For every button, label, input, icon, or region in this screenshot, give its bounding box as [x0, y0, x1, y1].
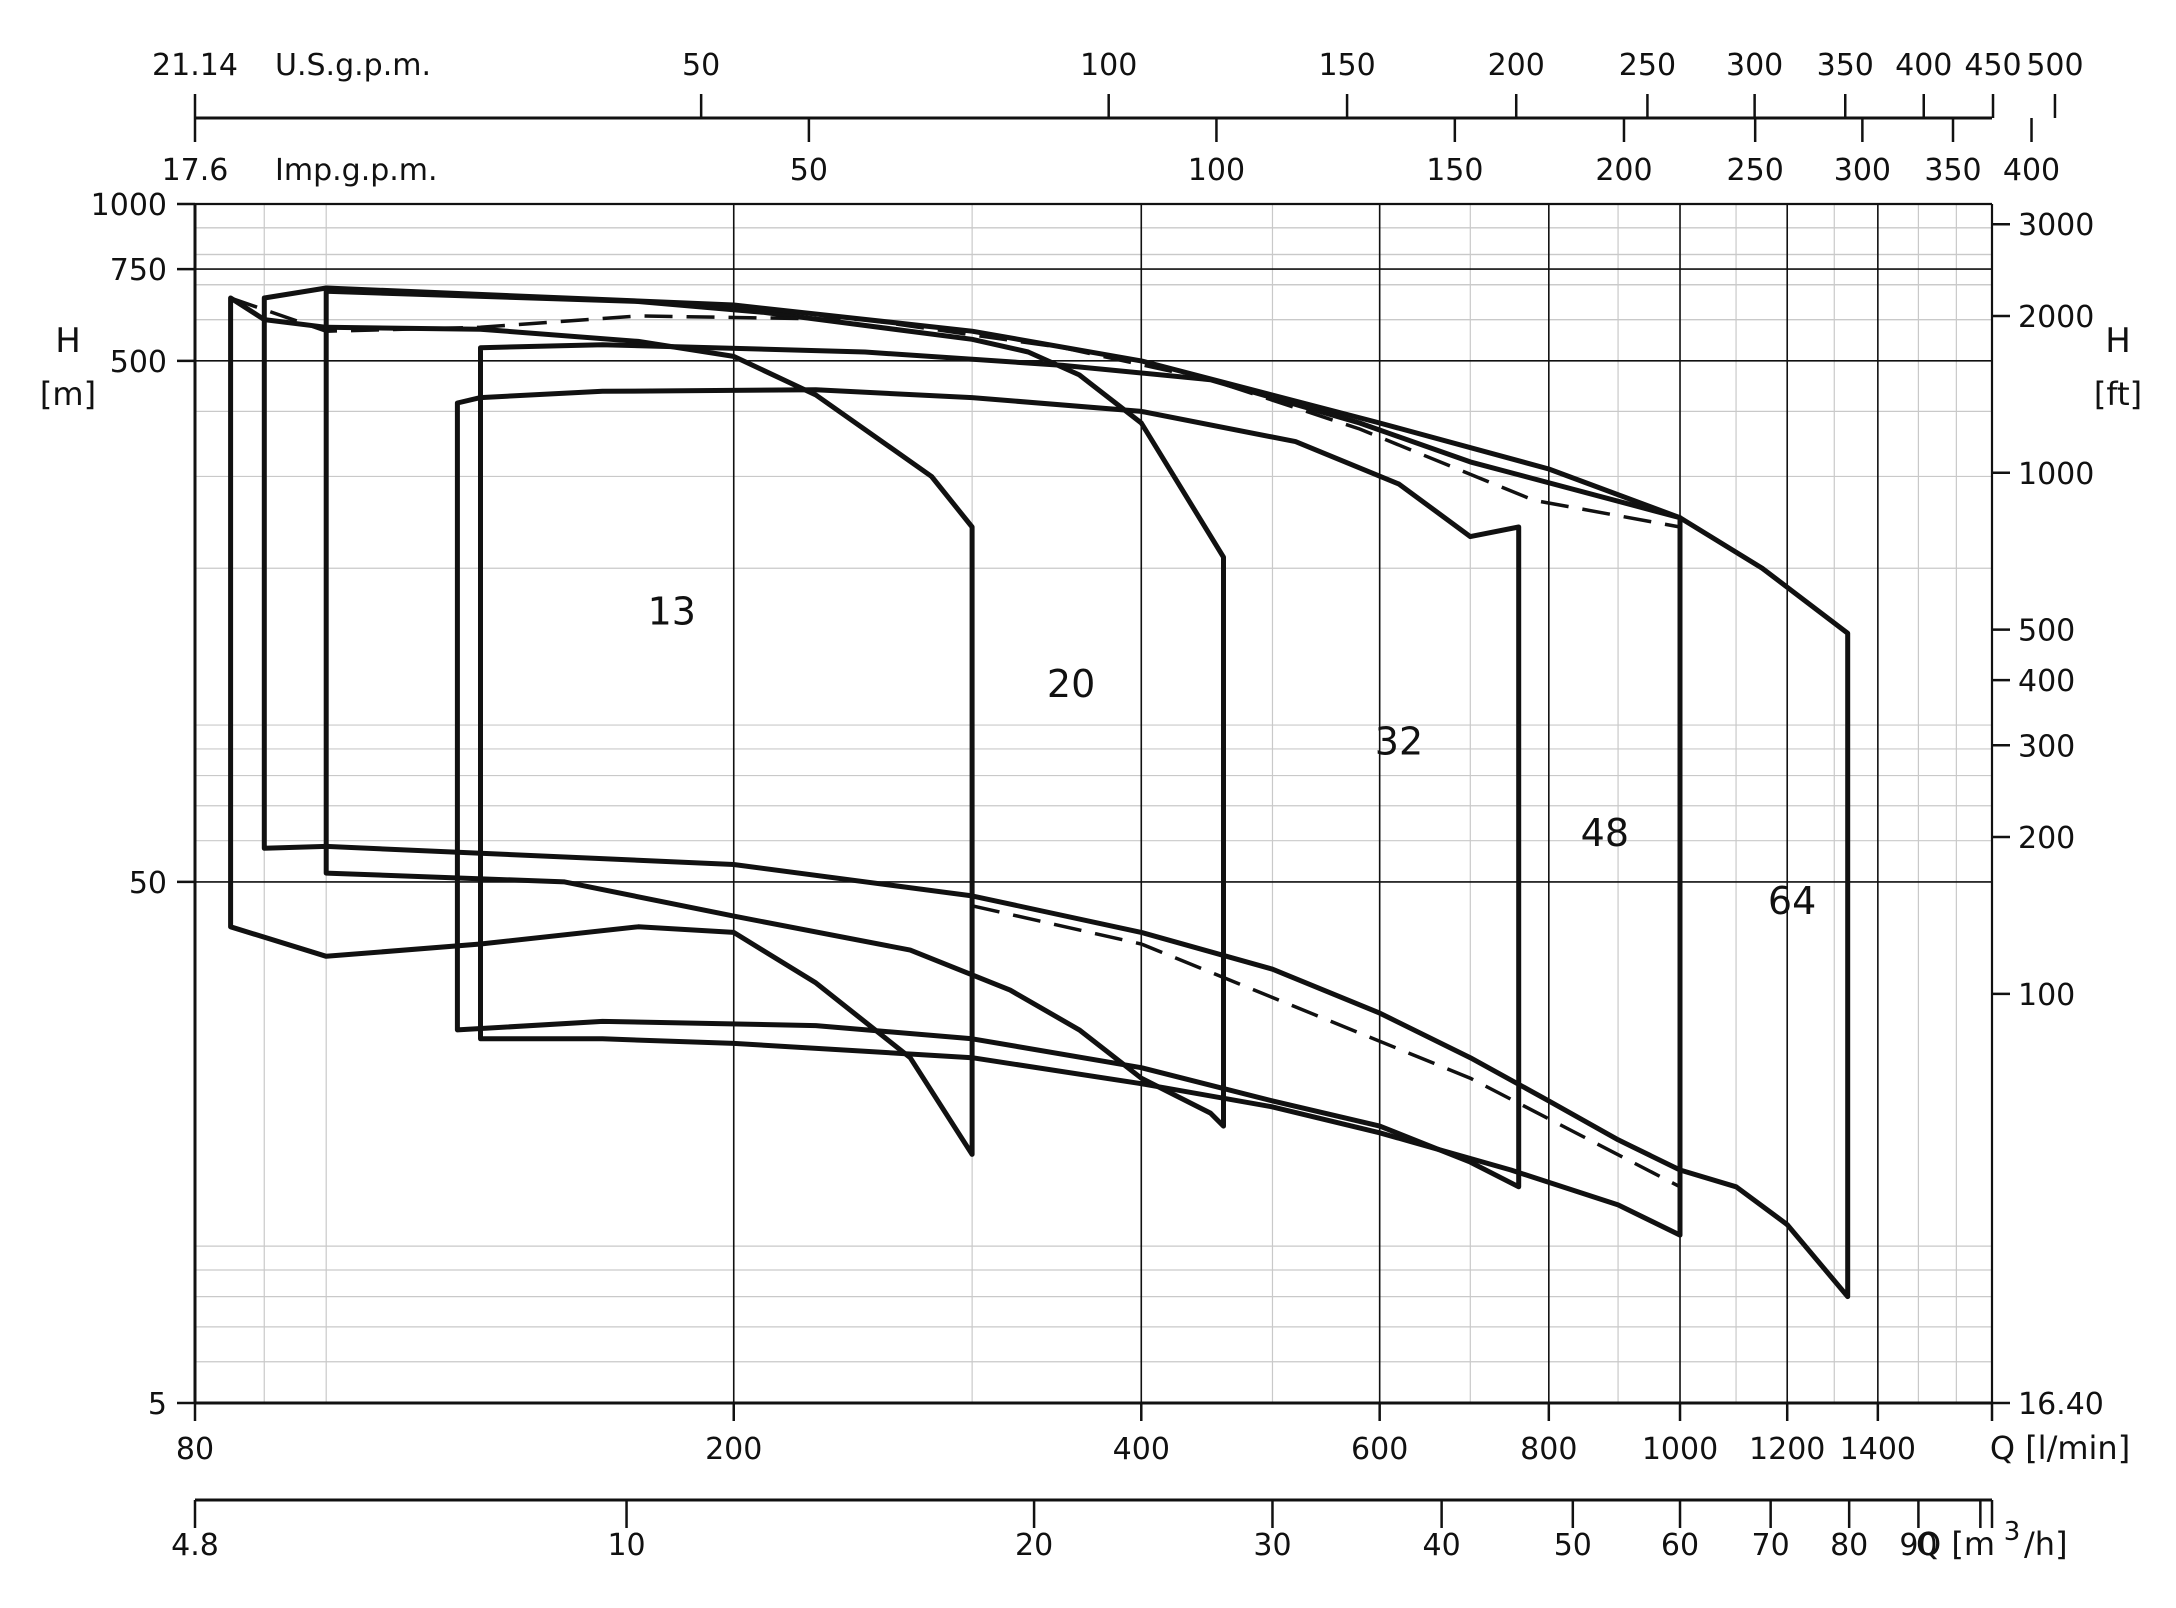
y2-tick-label: 500: [2018, 614, 2075, 649]
usgpm-tick-label: 400: [1895, 48, 1952, 83]
impgpm-tick-label: 50: [790, 153, 828, 188]
pump-label-48: 48: [1581, 811, 1629, 855]
impgpm-tick-label: 250: [1727, 153, 1784, 188]
m3h-tick-label: 50: [1554, 1528, 1592, 1563]
pump-envelope-32: [454, 387, 1522, 1190]
m3h-tick-label: 30: [1253, 1528, 1291, 1563]
usgpm-tick-label: 450: [1964, 48, 2021, 83]
y2-tick-label: 3000: [2018, 208, 2094, 243]
pump-envelope-20: [323, 288, 1226, 1129]
impgpm-tick-label: 300: [1834, 153, 1891, 188]
m3h-tick-label: 90: [1899, 1528, 1937, 1563]
y2-tick-label: 2000: [2018, 300, 2094, 335]
usgpm-tick-label: 100: [1080, 48, 1137, 83]
y2-tick-label: 100: [2018, 978, 2075, 1013]
x-tick-label: 80: [176, 1432, 214, 1467]
m3h-axis-title-tail: /h]: [2024, 1525, 2068, 1563]
y2-tick-label: 400: [2018, 664, 2075, 699]
m3h-tick-label: 4.8: [171, 1528, 219, 1563]
usgpm-tick-label: 200: [1488, 48, 1545, 83]
usgpm-tick-label: 50: [682, 48, 720, 83]
pump-label-13: 13: [648, 590, 696, 634]
y-tick-label: 5: [148, 1387, 167, 1422]
x-tick-label: 600: [1351, 1432, 1408, 1467]
x-tick-label: 400: [1113, 1432, 1170, 1467]
impgpm-tick-label: 350: [1924, 153, 1981, 188]
m3h-tick-label: 40: [1423, 1528, 1461, 1563]
m3h-tick-label: 70: [1752, 1528, 1790, 1563]
y2-tick-label: 300: [2018, 729, 2075, 764]
usgpm-tick-label: 150: [1318, 48, 1375, 83]
usgpm-tick-label: 300: [1726, 48, 1783, 83]
x-axis-title: Q [l/min]: [1990, 1429, 2130, 1467]
y-tick-label: 750: [110, 253, 167, 288]
usgpm-tick-label: 350: [1817, 48, 1874, 83]
impgpm-tick-label: 100: [1188, 153, 1245, 188]
m3h-tick-label: 80: [1830, 1528, 1868, 1563]
y-tick-label: 50: [129, 866, 167, 901]
y-tick-label: 1000: [91, 188, 167, 223]
pump-label-64: 64: [1768, 879, 1816, 923]
y2-tick-label: 200: [2018, 821, 2075, 856]
m3h-axis-title-sup: 3: [2004, 1517, 2021, 1547]
impgpm-tick-label: 200: [1595, 153, 1652, 188]
dashed-curve: [971, 904, 1681, 1189]
impgpm-tick-label: 400: [2003, 153, 2060, 188]
usgpm-tick-label: 21.14: [152, 48, 238, 83]
m3h-axis-title: Q [m: [1916, 1525, 1995, 1563]
m3h-tick-label: 60: [1661, 1528, 1699, 1563]
impgpm-tick-label: 17.6: [162, 153, 229, 188]
m3h-tick-label: 10: [607, 1528, 645, 1563]
x-tick-label: 800: [1520, 1432, 1577, 1467]
x-tick-label: 1000: [1642, 1432, 1718, 1467]
y2-axis-title: H: [2105, 321, 2131, 361]
impgpm-axis-title: Imp.g.p.m.: [275, 153, 438, 188]
x-tick-label: 1200: [1749, 1432, 1825, 1467]
y2-axis-unit: [ft]: [2094, 375, 2142, 413]
x-tick-label: 200: [705, 1432, 762, 1467]
pump-label-32: 32: [1375, 719, 1423, 763]
m3h-tick-label: 20: [1015, 1528, 1053, 1563]
pump-label-20: 20: [1047, 662, 1095, 706]
y-tick-label: 500: [110, 345, 167, 380]
y-axis-unit: [m]: [40, 375, 96, 413]
usgpm-tick-label: 500: [2026, 48, 2083, 83]
pump-envelope-13: [228, 295, 975, 1157]
pump-envelope-64: [261, 285, 1851, 1300]
usgpm-axis-title: U.S.g.p.m.: [275, 48, 431, 83]
x-tick-label: 1400: [1840, 1432, 1916, 1467]
y-axis-title: H: [55, 321, 81, 361]
impgpm-tick-label: 150: [1426, 153, 1483, 188]
dashed-curve: [230, 296, 1681, 529]
y2-tick-label: 1000: [2018, 457, 2094, 492]
usgpm-tick-label: 250: [1619, 48, 1676, 83]
pump-envelope-48: [478, 342, 1683, 1238]
y2-tick-label: 16.40: [2018, 1387, 2104, 1422]
